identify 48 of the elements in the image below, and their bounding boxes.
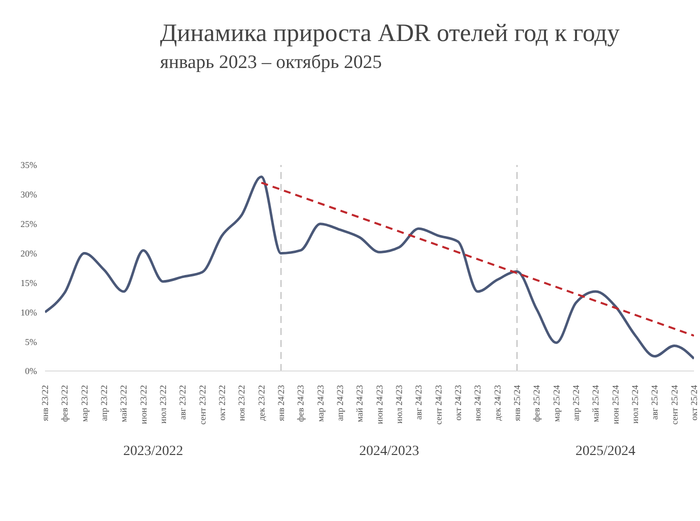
y-tick-label: 15% [20, 278, 38, 288]
x-tick-label: апр 24/23 [335, 384, 345, 421]
line-series [45, 176, 694, 360]
text: 2024/2023 [358, 444, 420, 460]
chart-title: Динамика прироста ADR отелей год к году [160, 20, 620, 48]
x-tick-label: сент 24/23 [433, 384, 444, 425]
y-tick-label: 35% [20, 160, 38, 170]
x-tick-label: мар 24/23 [315, 384, 326, 422]
x-tick-label: июн 25/24 [610, 384, 620, 424]
x-tick-label: июл 23/22 [158, 385, 168, 424]
x-tick-label: апр 25/24 [571, 384, 581, 421]
x-tick-label: май 25/24 [590, 384, 601, 422]
x-tick-label: окт 25/24 [689, 384, 699, 420]
y-tick-label: 0% [25, 366, 38, 376]
chart-subtitle: январь 2023 – октябрь 2025 [160, 52, 382, 74]
text: 2023/2022 [122, 444, 184, 460]
x-tick-label: июл 24/23 [394, 384, 404, 424]
x-tick-label: авг 23/22 [178, 385, 188, 420]
y-tick-label: 10% [20, 307, 38, 318]
x-tick-label: июн 23/22 [138, 385, 148, 424]
y-tick-label: 5% [25, 336, 38, 347]
text: 2025/2024 [574, 444, 636, 460]
x-tick-label: июн 24/23 [374, 384, 384, 424]
y-tick-label: 20% [20, 248, 38, 258]
x-tick-label: ноя 24/23 [472, 384, 483, 422]
x-tick-label: мар 23/22 [79, 385, 90, 422]
x-tick-label: апр 23/22 [99, 385, 109, 421]
x-tick-label: фев 25/24 [532, 384, 542, 422]
x-tick-label: сент 23/22 [197, 385, 208, 425]
x-tick-label: окт 23/22 [217, 385, 227, 420]
x-tick-label: янв 25/24 [512, 384, 522, 421]
x-tick-label: окт 24/23 [453, 384, 463, 420]
y-tick-label: 30% [20, 190, 38, 200]
x-tick-label: сент 25/24 [669, 384, 680, 425]
x-tick-label: янв 24/23 [276, 384, 286, 421]
x-tick-label: янв 23/22 [40, 385, 50, 421]
x-tick-label: май 24/23 [354, 384, 365, 422]
x-tick-label: фев 24/23 [296, 384, 306, 422]
x-tick-label: май 23/22 [118, 385, 129, 422]
x-tick-label: ноя 23/22 [236, 385, 247, 422]
y-tick-label: 25% [20, 219, 38, 230]
x-tick-label: июл 25/24 [630, 384, 640, 424]
x-tick-label: мар 25/24 [551, 384, 562, 422]
x-tick-label: авг 25/24 [650, 384, 660, 420]
x-tick-label: фев 23/22 [60, 385, 70, 422]
x-tick-label: дек 24/23 [492, 384, 502, 421]
x-tick-label: авг 24/23 [414, 384, 424, 420]
x-tick-label: дек 23/22 [256, 385, 266, 421]
